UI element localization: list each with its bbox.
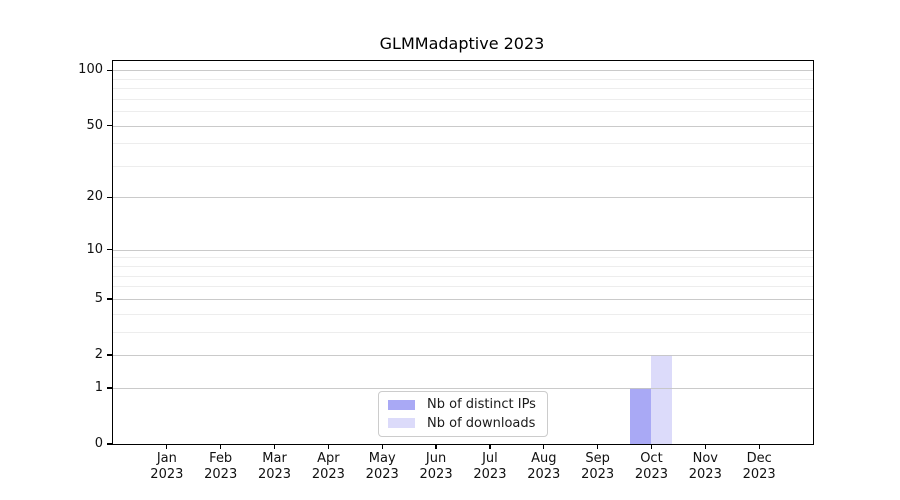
gridline-minor (113, 143, 813, 145)
x-tick-label: Apr 2023 (296, 451, 360, 483)
x-tick-month: Mar (262, 451, 287, 466)
x-tick-year: 2023 (634, 467, 668, 482)
gridline-minor (113, 257, 813, 259)
x-tick-month: Apr (317, 451, 340, 466)
legend-swatch-downloads (388, 418, 415, 429)
chart-title: GLMMadaptive 2023 (379, 34, 545, 53)
y-tick (107, 298, 112, 300)
gridline-major (113, 70, 813, 72)
x-tick-year: 2023 (257, 467, 292, 482)
gridline-major (113, 355, 813, 356)
legend-label-distinct-ips: Nb of distinct IPs (427, 397, 536, 413)
x-tick-year: 2023 (688, 467, 722, 482)
x-tick-label: Dec 2023 (727, 451, 791, 483)
x-tick-label: Aug 2023 (512, 451, 576, 483)
x-tick-label: Jun 2023 (404, 451, 468, 483)
x-tick-month: Oct (640, 451, 663, 466)
legend-item-downloads: Nb of downloads (388, 416, 538, 431)
x-tick-year: 2023 (581, 467, 615, 482)
x-tick (704, 444, 706, 449)
gridline-minor (113, 78, 813, 80)
x-tick-year: 2023 (204, 467, 238, 482)
y-tick-label: 50 (86, 117, 103, 133)
x-tick-label: Nov 2023 (673, 451, 737, 483)
gridline-minor (113, 313, 813, 315)
gridline-minor (113, 331, 813, 333)
x-tick (543, 444, 545, 449)
y-tick-label: 10 (86, 241, 103, 257)
x-tick (489, 444, 491, 449)
y-tick (107, 124, 112, 127)
x-tick-year: 2023 (311, 467, 345, 482)
y-tick (107, 196, 112, 199)
x-tick (435, 444, 437, 449)
x-tick-year: 2023 (365, 467, 399, 482)
x-tick-label: May 2023 (350, 451, 414, 483)
x-tick-month: Nov (692, 451, 718, 466)
gridline-major (113, 249, 813, 251)
x-tick-label: Feb 2023 (189, 451, 253, 483)
x-tick-label: Jul 2023 (458, 451, 522, 483)
x-tick (650, 444, 653, 449)
x-tick-year: 2023 (742, 467, 776, 482)
legend-item-distinct-ips: Nb of distinct IPs (388, 397, 538, 412)
y-tick-label: 2 (94, 347, 103, 362)
y-tick-label: 1 (94, 379, 103, 395)
gridline-major (113, 125, 813, 127)
x-tick (758, 444, 760, 449)
y-tick-label: 100 (78, 62, 103, 78)
gridline-minor (113, 275, 813, 277)
x-tick (273, 444, 276, 449)
legend-label-downloads: Nb of downloads (427, 415, 536, 431)
gridline-minor (113, 111, 813, 113)
x-tick-label: Jan 2023 (135, 451, 199, 483)
y-tick (107, 387, 112, 389)
y-tick-label: 20 (86, 189, 103, 205)
y-tick (107, 69, 112, 71)
y-tick-label: 5 (94, 290, 103, 306)
x-tick-year: 2023 (419, 467, 453, 482)
bar-distinct-ips (630, 387, 652, 444)
x-tick-year: 2023 (473, 467, 507, 482)
x-tick (381, 444, 383, 449)
y-tick (107, 443, 112, 445)
gridline-major (113, 197, 813, 199)
gridline-minor (113, 266, 813, 268)
gridline-minor (113, 88, 813, 90)
x-tick-label: Sep 2023 (566, 451, 630, 483)
x-tick-year: 2023 (527, 467, 561, 482)
x-tick (327, 444, 330, 449)
y-tick (107, 249, 112, 251)
legend: Nb of distinct IPs Nb of downloads (378, 391, 548, 437)
x-tick-month: Aug (531, 451, 557, 466)
y-tick (107, 354, 112, 356)
gridline-minor (113, 286, 813, 288)
bar-downloads (651, 355, 673, 444)
x-tick-month: Feb (209, 451, 233, 466)
gridline-major (113, 298, 813, 300)
x-tick (596, 444, 599, 449)
y-tick-label: 0 (94, 436, 103, 451)
gridline-minor (113, 165, 813, 167)
x-tick-label: Mar 2023 (243, 451, 307, 483)
x-tick-month: Jul (482, 451, 498, 466)
x-tick (220, 444, 222, 449)
plot-area: 0 1 2 5 10 20 50 100 Jan 2023 Feb 2023 Mar 2023 Apr 202… (78, 60, 814, 482)
x-tick-year: 2023 (150, 467, 184, 482)
x-tick-month: Jun (425, 451, 447, 466)
x-tick-month: Dec (746, 451, 772, 466)
x-tick (166, 444, 168, 449)
legend-swatch-distinct-ips (388, 399, 415, 410)
x-tick-month: May (368, 451, 396, 466)
gridline-minor (113, 98, 813, 100)
x-tick-label: Oct 2023 (619, 451, 683, 483)
x-tick-month: Sep (585, 451, 610, 466)
gridline-major (113, 387, 813, 389)
x-tick-month: Jan (156, 451, 177, 466)
